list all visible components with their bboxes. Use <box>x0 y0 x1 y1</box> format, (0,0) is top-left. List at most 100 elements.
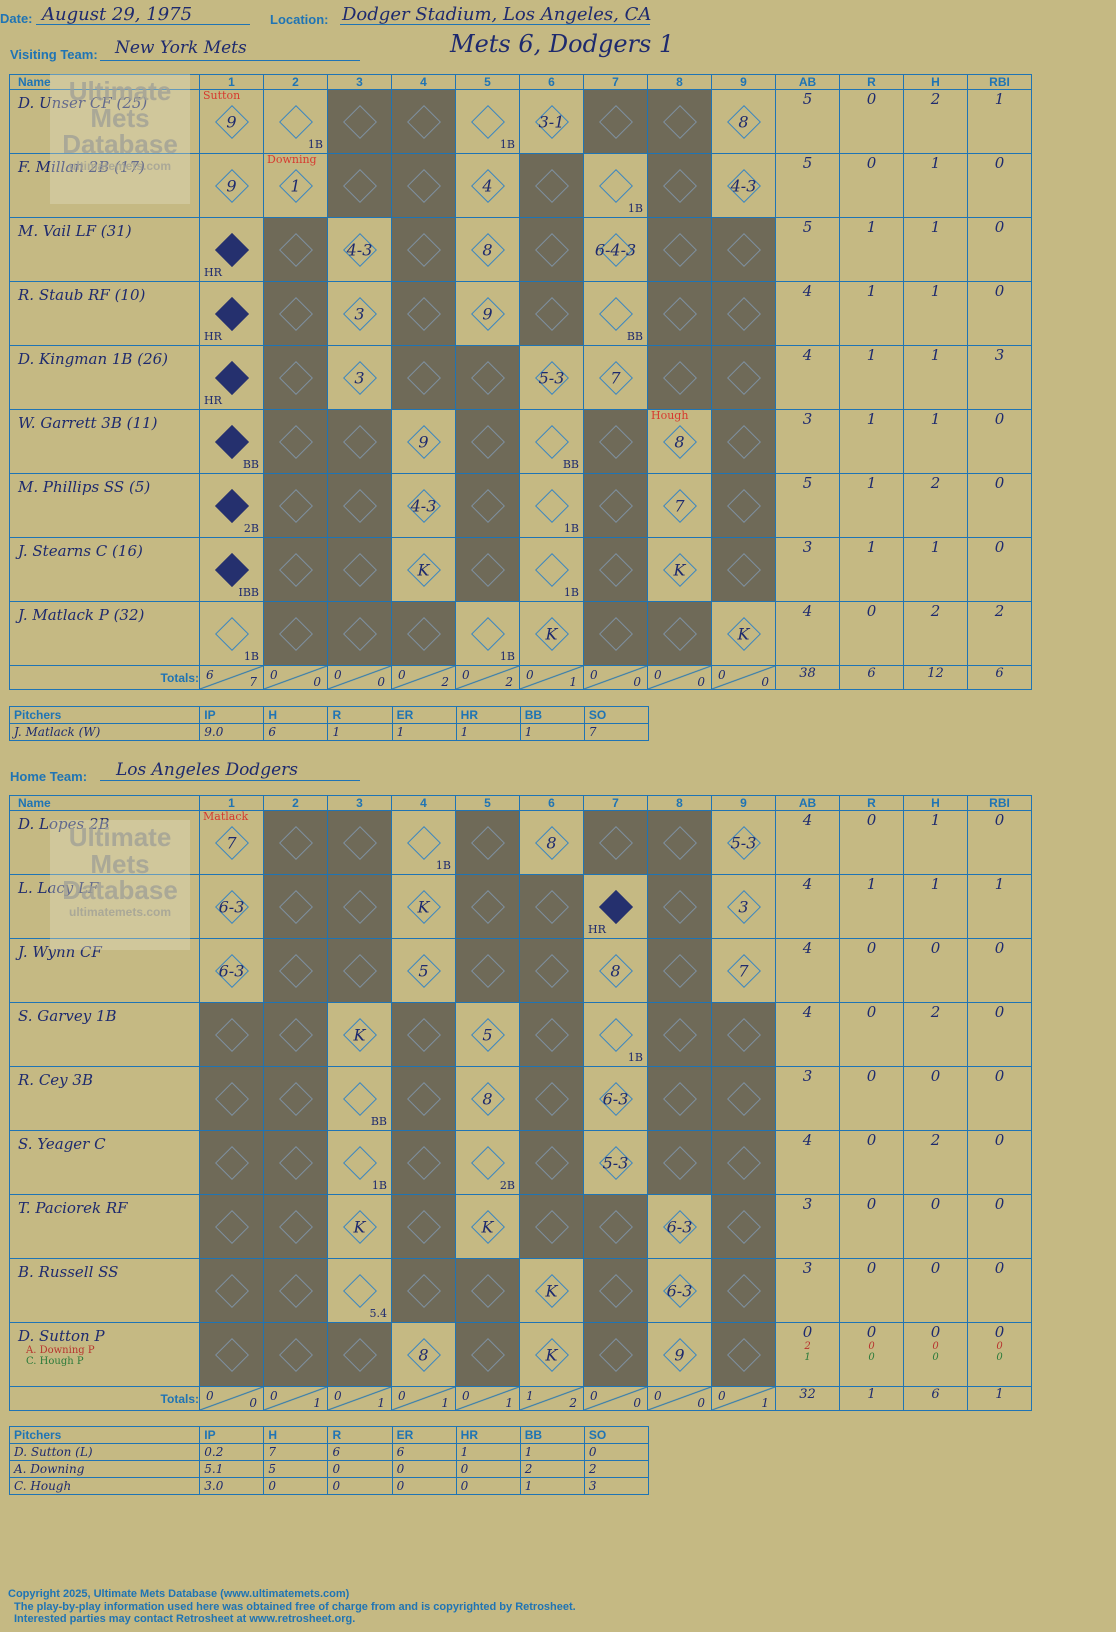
batter-rbi: 0 <box>994 1131 1005 1149</box>
inning-hits-total: 2 <box>569 1396 577 1410</box>
at-bat-cell: 1 <box>264 154 327 217</box>
team-total-r: 6 <box>867 666 876 681</box>
pitcher-h: 0 <box>263 1477 329 1495</box>
at-bat-cell: 5-3 <box>712 811 775 874</box>
play-result: K <box>353 1025 366 1044</box>
pitcher-r: 1 <box>327 723 393 741</box>
batter-rbi: 0 <box>994 538 1005 556</box>
pitcher-row: D. Sutton (L) 0.2 7 6 6 1 1 0 <box>8 1443 650 1461</box>
totals-divider-slash <box>200 1387 263 1410</box>
batter-name: J. Stearns C (16) <box>18 542 143 560</box>
batter-name: D. Kingman 1B (26) <box>18 350 169 368</box>
at-bat-cell <box>456 538 519 601</box>
play-result: 8 <box>482 1089 493 1108</box>
watermark-visitors: Ultimate Mets Database ultimatemets.com <box>50 74 190 204</box>
inning-header-3: 3 <box>327 74 392 90</box>
at-bat-cell <box>520 154 583 217</box>
batter-row: S. Garvey 1B K 5 1B 4 0 2 0 <box>9 1002 1032 1067</box>
batter-r: 0 <box>866 154 877 172</box>
basepath-diamond <box>470 1145 505 1180</box>
basepath-diamond <box>342 168 377 203</box>
batter-row: J. Wynn CF 6-3 5 8 7 4 0 0 0 <box>9 938 1032 1003</box>
inning-hits-total: 1 <box>441 1396 449 1410</box>
at-bat-cell <box>520 1003 583 1066</box>
at-bat-cell <box>200 1195 263 1258</box>
basepath-diamond <box>214 296 249 331</box>
basepath-diamond <box>598 1273 633 1308</box>
inning-hits-total: 1 <box>377 1396 385 1410</box>
batter-ab: 5 <box>802 474 813 492</box>
batter-r: 0 <box>866 1195 877 1213</box>
basepath-diamond <box>214 1273 249 1308</box>
batter-r: 0 <box>866 1003 877 1021</box>
at-bat-cell <box>712 410 775 473</box>
basepath-diamond <box>534 168 569 203</box>
inning-runs-total: 0 <box>526 668 534 682</box>
inning-header-3: 3 <box>327 795 392 811</box>
pitcher-r: 6 <box>327 1443 393 1461</box>
batter-rbi: 0 <box>994 1003 1005 1021</box>
inning-header-4: 4 <box>391 74 456 90</box>
basepath-diamond <box>470 1337 505 1372</box>
pitching-header-er: ER <box>391 706 457 724</box>
at-bat-cell <box>584 1259 647 1322</box>
at-bat-cell: 9 <box>648 1323 711 1386</box>
inning-hits-total: 0 <box>313 675 321 689</box>
footer-retrosheet: The play-by-play information used here w… <box>14 1601 576 1613</box>
inning-hits-total: 2 <box>441 675 449 689</box>
team-total-rbi: 1 <box>995 1387 1004 1402</box>
at-bat-cell <box>584 410 647 473</box>
basepath-diamond <box>470 825 505 860</box>
basepath-diamond <box>534 296 569 331</box>
batter-rbi: 0 <box>994 1067 1005 1085</box>
inning-hits-total: 0 <box>633 675 641 689</box>
basepath-diamond <box>278 552 313 587</box>
at-bat-cell: 1B <box>392 811 455 874</box>
totals-label: Totals: <box>160 1391 199 1406</box>
pitcher-row: C. Hough 3.0 0 0 0 0 1 3 <box>8 1477 650 1495</box>
basepath-diamond <box>726 296 761 331</box>
at-bat-cell: 7 <box>584 346 647 409</box>
at-bat-cell <box>328 875 391 938</box>
at-bat-cell: 5 <box>456 1003 519 1066</box>
batter-rbi: 1 <box>994 90 1005 108</box>
play-result: 3 <box>354 304 365 323</box>
stat-header-rbi: RBI <box>967 795 1032 811</box>
batter-row: R. Cey 3B BB 8 6-3 3 0 0 0 <box>9 1066 1032 1131</box>
basepath-diamond <box>342 104 377 139</box>
batter-ab: 4 <box>802 811 813 829</box>
basepath-diamond <box>726 360 761 395</box>
basepath-diamond <box>662 296 697 331</box>
play-result: K <box>417 560 430 579</box>
at-bat-cell <box>264 1195 327 1258</box>
pitcher-so: 0 <box>583 1443 650 1461</box>
at-bat-cell <box>712 538 775 601</box>
date-label: Date: <box>0 11 33 26</box>
batter-ab: 4 <box>802 939 813 957</box>
at-bat-cell: K <box>648 538 711 601</box>
play-result: 7 <box>226 833 237 852</box>
at-bat-cell <box>328 811 391 874</box>
pitcher-ip: 5.1 <box>199 1460 265 1478</box>
play-result: BB <box>562 458 579 471</box>
at-bat-cell: K <box>520 1259 583 1322</box>
pitching-change-note: Downing <box>267 153 317 166</box>
play-result: BB <box>626 330 643 343</box>
batter-row: T. Paciorek RF K K 6-3 3 0 0 0 <box>9 1194 1032 1259</box>
batter-row: S. Yeager C 1B 2B 5-3 4 0 2 0 <box>9 1130 1032 1195</box>
batter-row: J. Stearns C (16) IBB K 1B K 3 1 1 0 <box>9 537 1032 602</box>
play-result: 7 <box>610 368 621 387</box>
batter-h: 1 <box>930 811 941 829</box>
at-bat-cell <box>520 1067 583 1130</box>
pitching-header-h: H <box>263 706 329 724</box>
basepath-diamond <box>342 825 377 860</box>
at-bat-cell: 3-1 <box>520 90 583 153</box>
play-result: 6-3 <box>218 961 245 980</box>
batter-rbi: 0 <box>994 410 1005 428</box>
pitching-header-r: R <box>327 1426 393 1444</box>
pitcher-er: 0 <box>391 1477 457 1495</box>
play-result: 9 <box>482 304 493 323</box>
inning-runs-total: 0 <box>334 668 342 682</box>
pitcher-er: 0 <box>391 1460 457 1478</box>
batter-name: M. Phillips SS (5) <box>18 478 151 496</box>
